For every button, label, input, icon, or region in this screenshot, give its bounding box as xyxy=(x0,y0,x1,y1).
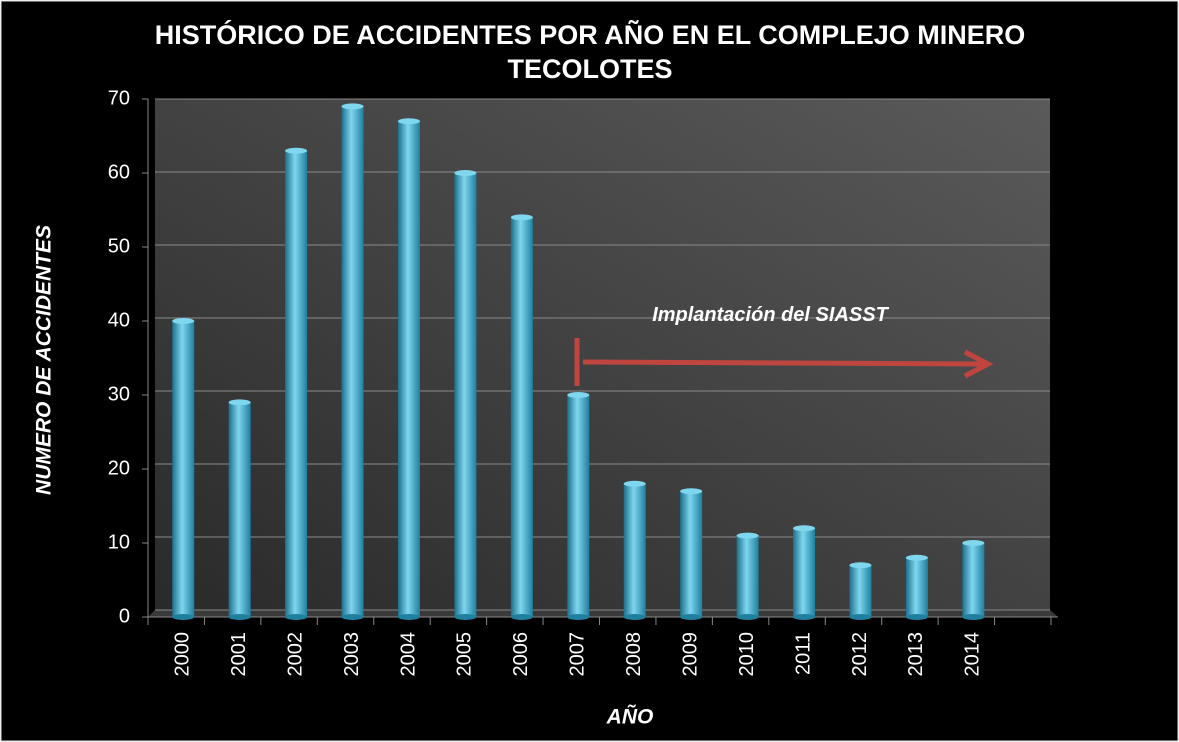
x-tick-label: 2014 xyxy=(962,632,984,677)
x-tick-label: 2008 xyxy=(623,632,645,677)
bar-base xyxy=(341,614,364,620)
bar-base xyxy=(849,614,872,620)
x-axis-label: AÑO xyxy=(606,706,654,729)
bar-body xyxy=(285,150,308,618)
bar-base xyxy=(736,614,759,620)
bar xyxy=(849,562,872,620)
bar-base xyxy=(793,614,816,620)
bar xyxy=(623,480,646,620)
y-tick-label: 20 xyxy=(108,457,130,479)
bar-body xyxy=(567,395,590,617)
bar-cap xyxy=(849,562,872,569)
bar xyxy=(397,118,420,620)
bar xyxy=(510,214,533,620)
annotation-arrow xyxy=(582,359,986,367)
bar xyxy=(172,318,195,620)
x-tick-label: 2006 xyxy=(510,632,532,677)
bar-cap xyxy=(680,488,703,495)
bar-body xyxy=(510,217,533,617)
y-tick-label: 60 xyxy=(108,161,130,183)
bar xyxy=(228,399,251,620)
bar-base xyxy=(285,614,308,620)
bar-cap xyxy=(172,318,195,324)
y-tick-label: 30 xyxy=(108,383,130,405)
bar xyxy=(567,392,590,620)
bar-body xyxy=(341,106,364,618)
x-tick-label: 2009 xyxy=(679,632,701,677)
bar-cap xyxy=(567,392,590,398)
bar-body xyxy=(228,402,251,617)
annotation-arrowhead xyxy=(963,349,994,379)
bar xyxy=(962,540,985,620)
y-tick-label: 70 xyxy=(108,87,130,109)
bar-base xyxy=(228,614,251,620)
chart-title: HISTÓRICO DE ACCIDENTES POR AÑO EN EL CO… xyxy=(154,20,1026,84)
bar-cap xyxy=(736,532,759,539)
x-tick-label: 2012 xyxy=(849,632,871,677)
bar xyxy=(793,525,816,620)
x-tick-label: 2001 xyxy=(228,632,250,677)
x-tick-label: 2007 xyxy=(567,632,589,677)
plot-floor xyxy=(148,610,1058,617)
bar-body xyxy=(905,557,928,617)
x-tick-label: 2005 xyxy=(454,632,476,677)
bar-body xyxy=(397,121,420,617)
bar-body xyxy=(736,535,759,617)
bar-body xyxy=(623,483,646,617)
bar-cap xyxy=(793,525,816,532)
bar-cap xyxy=(285,147,308,154)
x-tick-label: 2013 xyxy=(905,632,927,677)
bar xyxy=(736,532,759,620)
bar-base xyxy=(397,614,420,620)
x-tick-label: 2002 xyxy=(284,632,306,677)
bar xyxy=(680,488,703,620)
bar-cap xyxy=(510,214,533,221)
annotation: Implantación del SIASST xyxy=(652,304,888,326)
bar-base xyxy=(962,614,985,620)
x-tick-label: 2003 xyxy=(341,632,363,677)
bar-body xyxy=(680,491,703,617)
bar-cap xyxy=(454,170,477,176)
bar-cap xyxy=(341,103,364,110)
x-tick-label: 2004 xyxy=(397,632,419,677)
x-tick-label: 2011 xyxy=(792,632,814,675)
bar-base xyxy=(680,614,703,620)
bar-base xyxy=(172,614,195,620)
bar-cap xyxy=(905,554,928,561)
bar-cap xyxy=(623,480,646,487)
y-tick-label: 0 xyxy=(119,605,130,627)
y-tick-label: 40 xyxy=(108,309,130,331)
bar-body xyxy=(849,565,872,617)
bar-base xyxy=(567,614,590,620)
bar-base xyxy=(623,614,646,620)
bar-cap xyxy=(228,399,251,406)
bar-body xyxy=(454,173,477,617)
bar-cap xyxy=(397,118,420,125)
bar xyxy=(454,170,477,620)
bar-base xyxy=(905,614,928,620)
y-tick-label: 50 xyxy=(108,235,130,257)
bar-body xyxy=(962,543,985,617)
y-axis-label: NUMERO DE ACCIDENTES xyxy=(33,225,56,495)
bar xyxy=(341,103,364,620)
bar-base xyxy=(454,614,477,620)
bar xyxy=(285,147,308,620)
y-tick-label: 10 xyxy=(108,531,130,553)
x-tick-label: 2010 xyxy=(736,632,758,677)
x-tick-label: 2000 xyxy=(172,632,194,677)
bar xyxy=(905,554,928,620)
bar-cap xyxy=(962,540,985,546)
bar-base xyxy=(510,614,533,620)
bar-body xyxy=(172,321,195,617)
bar-body xyxy=(793,528,816,617)
